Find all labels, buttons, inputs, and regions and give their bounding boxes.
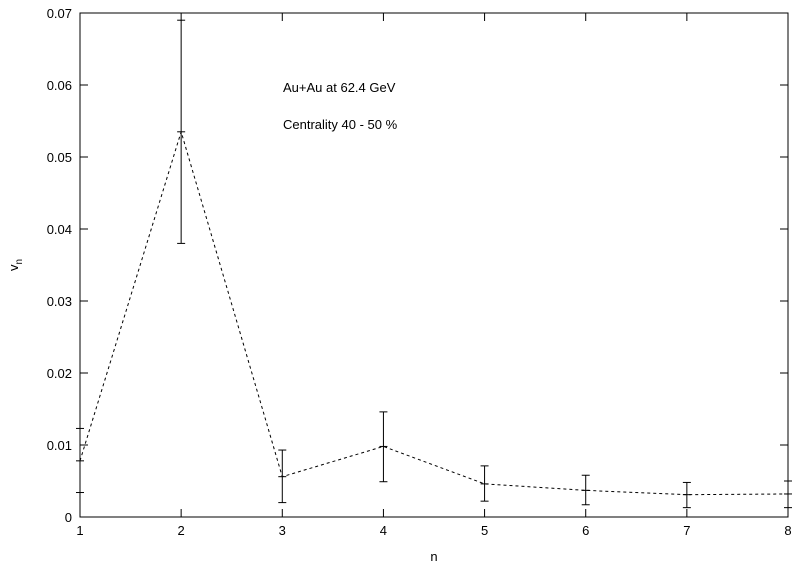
- plot-frame: [79, 12, 789, 518]
- y-tick-label: 0.04: [47, 222, 72, 237]
- y-tick-label: 0: [65, 510, 72, 525]
- data-marks: [76, 19, 792, 509]
- y-tick-label: 0.06: [47, 78, 72, 93]
- y-tick-label: 0.05: [47, 150, 72, 165]
- x-tick-label: 6: [582, 523, 589, 538]
- x-tick-label: 4: [380, 523, 387, 538]
- y-axis-label-main: v: [6, 264, 21, 271]
- y-axis-label-subscript: n: [14, 259, 25, 265]
- y-tick-label: 0.03: [47, 294, 72, 309]
- y-tick-label: 0.07: [47, 6, 72, 21]
- y-tick-label: 0.02: [47, 366, 72, 381]
- x-tick-label: 1: [76, 523, 83, 538]
- x-tick-label: 7: [683, 523, 690, 538]
- y-tick-label: 0.01: [47, 438, 72, 453]
- y-axis-label: vn: [6, 259, 25, 271]
- x-axis-label: n: [430, 549, 437, 564]
- series-line: [79, 130, 789, 496]
- x-tick-label: 5: [481, 523, 488, 538]
- axis-ticks: 1 2 3 4 5 6 7 8 0 0.01 0.02 0.03 0.04 0.05 0.06 0.07: [47, 6, 792, 538]
- x-tick-label: 2: [178, 523, 185, 538]
- x-tick-label: 8: [784, 523, 791, 538]
- annotation-collision: Au+Au at 62.4 GeV: [283, 80, 396, 95]
- x-tick-label: 3: [279, 523, 286, 538]
- annotation-centrality: Centrality 40 - 50 %: [283, 117, 398, 132]
